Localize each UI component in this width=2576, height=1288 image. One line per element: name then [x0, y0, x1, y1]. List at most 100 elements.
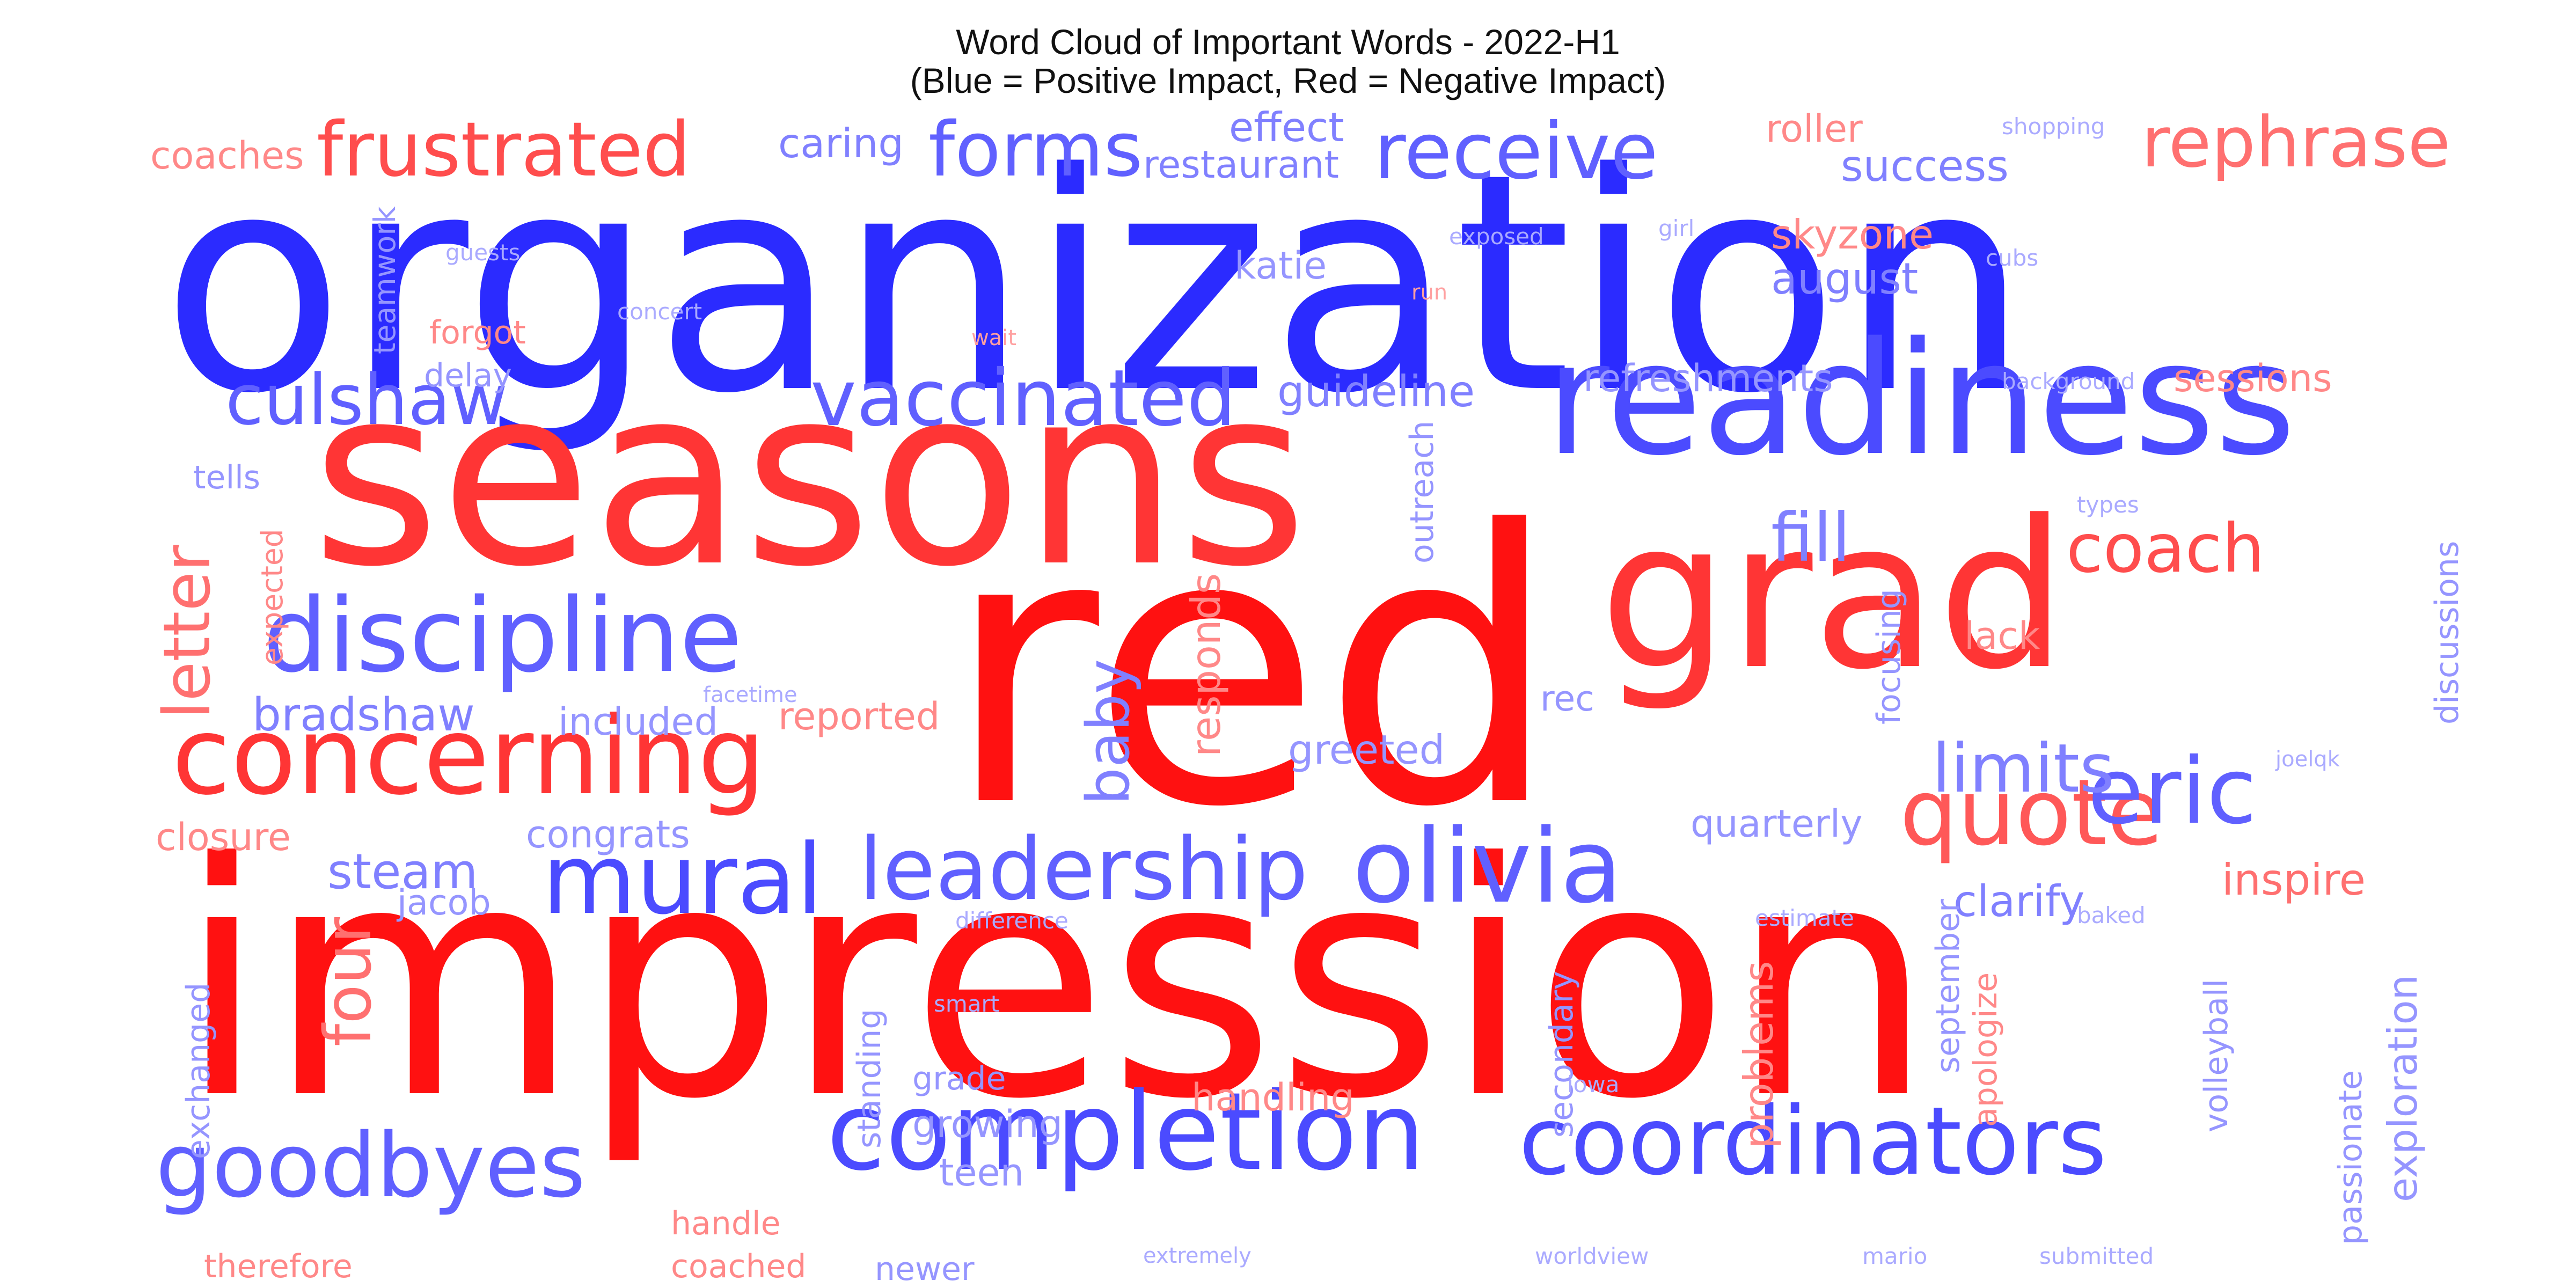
word-guests: guests [445, 239, 521, 266]
word-grad: grad [1599, 477, 2067, 714]
word-success: success [1841, 141, 2009, 191]
word-included: included [558, 700, 719, 744]
word-teamwork: teamwork [368, 206, 402, 354]
word-baked: baked [2077, 902, 2146, 928]
word-volleyball: volleyball [2198, 978, 2235, 1132]
word-standing: standing [851, 1008, 888, 1148]
word-responds: responds [1182, 573, 1230, 757]
word-handling: handling [1191, 1075, 1355, 1119]
word-facetime: facetime [703, 683, 797, 707]
word-run: run [1411, 280, 1448, 305]
word-coach: coach [2066, 510, 2265, 588]
word-wait: wait [971, 326, 1017, 350]
word-discussions: discussions [2428, 540, 2466, 724]
word-vaccinated: vaccinated [810, 353, 1236, 444]
word-restaurant: restaurant [1143, 143, 1339, 187]
word-worldview: worldview [1535, 1243, 1649, 1269]
word-skyzone: skyzone [1771, 211, 1934, 258]
word-closure: closure [156, 815, 291, 859]
word-grade: grade [912, 1060, 1006, 1097]
word-background: background [2002, 368, 2135, 394]
word-effect: effect [1229, 104, 1344, 151]
word-girl: girl [1658, 215, 1695, 241]
word-discipline: discipline [263, 576, 743, 695]
word-leadership: leadership [859, 819, 1308, 919]
word-smart: smart [934, 991, 1000, 1017]
word-olivia: olivia [1352, 807, 1623, 926]
word-sessions: sessions [2174, 356, 2332, 400]
word-submitted: submitted [2039, 1243, 2154, 1269]
word-expected: expected [255, 529, 289, 665]
word-therefore: therefore [204, 1248, 353, 1285]
word-exploration: exploration [2379, 975, 2426, 1202]
word-quarterly: quarterly [1690, 802, 1863, 846]
word-letter: letter [150, 545, 225, 719]
word-jacob: jacob [397, 883, 491, 923]
word-fill: fill [1771, 499, 1851, 577]
word-impression: impression [177, 794, 1934, 1169]
word-baby: baby [1074, 658, 1143, 805]
word-types: types [2077, 492, 2139, 518]
word-receive: receive [1374, 106, 1658, 197]
word-coordinators: coordinators [1519, 1087, 2107, 1196]
chart-title: Word Cloud of Important Words - 2022-H1 [956, 22, 1620, 62]
word-estimate: estimate [1755, 905, 1854, 931]
word-seasons: seasons [311, 334, 1308, 621]
word-shopping: shopping [2002, 113, 2105, 140]
word-clarify: clarify [1953, 876, 2085, 926]
word-concert: concert [617, 298, 702, 325]
word-eric: eric [2088, 738, 2257, 845]
word-exposed: exposed [1449, 223, 1544, 250]
word-limits: limits [1932, 730, 2115, 808]
word-rephrase: rephrase [2141, 101, 2451, 183]
word-frustrated: frustrated [317, 106, 691, 194]
word-outreach: outreach [1403, 420, 1441, 564]
word-forgot: forgot [429, 314, 526, 352]
word-greeted: greeted [1288, 726, 1445, 773]
word-iowa: iowa [1567, 1071, 1620, 1097]
word-rec: rec [1540, 679, 1595, 719]
word-guideline: guideline [1277, 367, 1475, 416]
word-passionate: passionate [2332, 1070, 2369, 1245]
word-coached: coached [671, 1248, 807, 1285]
word-concerning: concerning [172, 694, 766, 819]
word-coaches: coaches [150, 134, 304, 178]
word-lack: lack [1964, 614, 2040, 658]
word-inspire: inspire [2222, 855, 2366, 905]
chart-subtitle: (Blue = Positive Impact, Red = Negative … [910, 61, 1666, 100]
word-secondary: secondary [1543, 971, 1580, 1138]
word-delay: delay [424, 357, 512, 394]
word-culshaw: culshaw [225, 359, 508, 441]
word-four: four [311, 917, 386, 1046]
word-goodbyes: goodbyes [156, 1114, 586, 1217]
word-organization: organization [161, 109, 2030, 459]
word-forms: forms [928, 106, 1143, 194]
chart-title-block: Word Cloud of Important Words - 2022-H1 … [0, 0, 2576, 100]
word-roller: roller [1766, 107, 1863, 151]
word-focusing: focusing [1870, 589, 1908, 724]
word-red: red [945, 452, 1561, 889]
word-katie: katie [1234, 244, 1327, 288]
word-bradshaw: bradshaw [252, 689, 475, 742]
word-mario: mario [1862, 1243, 1928, 1269]
word-joelqk: joelqk [2275, 747, 2340, 772]
word-cubs: cubs [1986, 245, 2039, 271]
word-growing: growing [912, 1102, 1063, 1146]
word-readiness: readiness [1546, 309, 2296, 490]
word-apologize: apologize [1967, 972, 2004, 1127]
word-newer: newer [875, 1250, 975, 1288]
word-mural: mural [542, 824, 823, 936]
word-september: september [1929, 899, 1967, 1073]
word-handle: handle [671, 1205, 781, 1242]
word-exchanged: exchanged [180, 982, 217, 1159]
word-caring: caring [778, 120, 904, 167]
word-problems: problems [1735, 961, 1782, 1148]
word-steam: steam [327, 844, 478, 900]
word-quote: quote [1900, 760, 2163, 866]
word-teen: teen [939, 1151, 1024, 1195]
word-reported: reported [778, 694, 940, 738]
word-congrats: congrats [526, 813, 690, 857]
word-extremely: extremely [1143, 1243, 1252, 1268]
word-difference: difference [955, 908, 1069, 934]
